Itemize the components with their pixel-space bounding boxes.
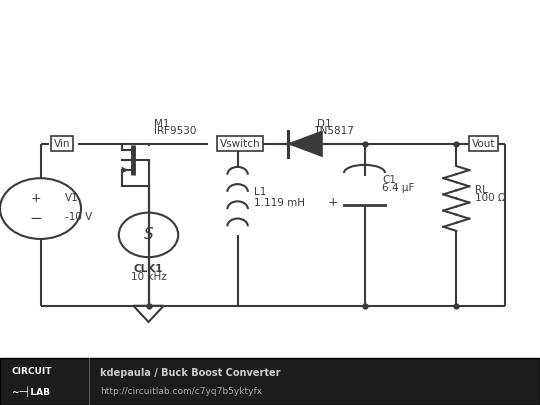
Text: −: − bbox=[30, 211, 43, 226]
FancyBboxPatch shape bbox=[0, 358, 540, 405]
Text: M1: M1 bbox=[154, 119, 170, 128]
Text: +: + bbox=[31, 192, 42, 205]
Text: 1N5817: 1N5817 bbox=[314, 126, 355, 136]
Text: 6.4 μF: 6.4 μF bbox=[382, 183, 415, 193]
Text: D1: D1 bbox=[317, 119, 332, 128]
Text: V1: V1 bbox=[65, 194, 78, 203]
Text: L1: L1 bbox=[254, 188, 266, 197]
Text: 1.119 mH: 1.119 mH bbox=[254, 198, 305, 207]
Text: C1: C1 bbox=[382, 175, 396, 185]
Text: RL: RL bbox=[475, 185, 488, 195]
Polygon shape bbox=[288, 131, 322, 157]
Text: +: + bbox=[328, 196, 339, 209]
Text: CLK1: CLK1 bbox=[134, 264, 163, 274]
Text: S: S bbox=[144, 227, 153, 243]
Text: -10 V: -10 V bbox=[65, 212, 92, 222]
Text: IRF9530: IRF9530 bbox=[154, 126, 196, 136]
Text: http://circuitlab.com/c7yq7b5yktyfx: http://circuitlab.com/c7yq7b5yktyfx bbox=[100, 388, 262, 396]
Text: 100 Ω: 100 Ω bbox=[475, 194, 505, 203]
Text: Vout: Vout bbox=[471, 139, 495, 149]
Text: Vswitch: Vswitch bbox=[220, 139, 261, 149]
Text: kdepaula / Buck Boost Converter: kdepaula / Buck Boost Converter bbox=[100, 368, 280, 378]
Text: 10 kHz: 10 kHz bbox=[131, 273, 166, 282]
Text: CIRCUIT: CIRCUIT bbox=[12, 367, 52, 376]
Text: ~─┤LAB: ~─┤LAB bbox=[12, 387, 50, 397]
Text: Vin: Vin bbox=[54, 139, 70, 149]
